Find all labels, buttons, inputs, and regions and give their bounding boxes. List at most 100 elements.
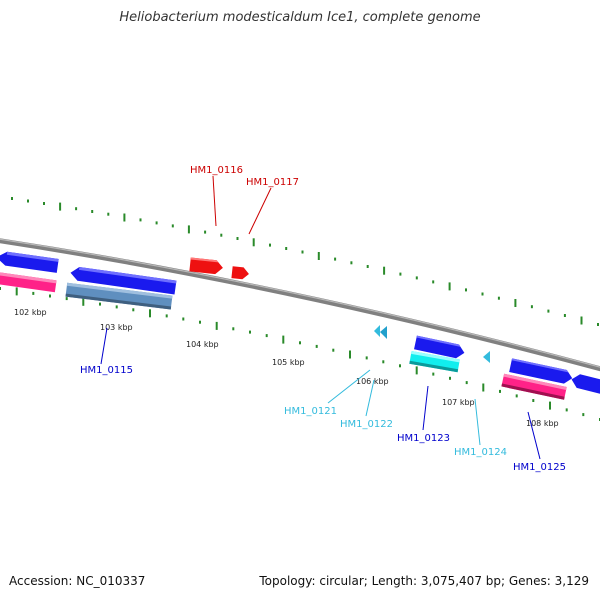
minor-tick-mark <box>165 314 168 318</box>
gene-hm1-0115[interactable] <box>65 282 173 310</box>
gene-label-hm1-0115[interactable]: HM1_0115 <box>80 365 133 376</box>
minor-tick-mark <box>65 297 68 301</box>
major-tick-mark <box>59 202 62 211</box>
minor-tick-mark <box>99 302 101 306</box>
kbp-labels: 102 kbp 103 kbp 104 kbp 105 kbp 106 kbp … <box>14 308 559 428</box>
gene-label-hm1-0125[interactable]: HM1_0125 <box>513 462 566 473</box>
minor-tick-mark <box>249 330 251 334</box>
minor-tick-mark <box>399 364 401 368</box>
minor-tick-mark <box>232 327 235 331</box>
gene-cyan-bar[interactable] <box>409 350 460 373</box>
genome-backbone <box>0 238 600 372</box>
kbp-label: 106 kbp <box>356 377 389 386</box>
minor-tick-mark <box>269 243 271 247</box>
major-tick-mark <box>383 266 386 275</box>
minor-tick-mark <box>182 317 185 321</box>
minor-tick-mark <box>365 356 368 360</box>
gene-pink-left[interactable] <box>0 271 57 293</box>
callout-lines <box>100 175 541 460</box>
minor-tick-mark <box>515 394 518 398</box>
gene-label-hm1-0124[interactable]: HM1_0124 <box>454 447 507 458</box>
gene-label-hm1-0121[interactable]: HM1_0121 <box>284 406 337 417</box>
gene-hm1-0115-arrow[interactable] <box>70 266 177 295</box>
minor-tick-mark <box>299 341 301 345</box>
minor-tick-mark <box>399 272 402 276</box>
minor-tick-mark <box>236 237 239 240</box>
major-tick-mark <box>448 282 451 291</box>
kbp-label: 108 kbp <box>526 419 559 428</box>
gene-label-hm1-0122[interactable]: HM1_0122 <box>340 419 393 430</box>
gene-label-hm1-0116[interactable]: HM1_0116 <box>190 165 243 176</box>
minor-tick-mark <box>220 233 223 237</box>
minor-tick-mark <box>301 250 304 254</box>
minor-tick-mark <box>465 381 468 385</box>
minor-tick-mark <box>139 218 142 222</box>
gene-label-hm1-0117[interactable]: HM1_0117 <box>246 177 299 188</box>
minor-tick-mark <box>415 276 418 280</box>
minor-tick-mark <box>32 291 35 295</box>
minor-tick-mark <box>11 197 13 200</box>
minor-tick-mark <box>107 212 110 216</box>
minor-tick-mark <box>132 308 135 312</box>
gene-hm1-0124[interactable] <box>483 351 490 363</box>
major-tick-mark <box>580 316 583 325</box>
gene-hm1-0123[interactable] <box>414 335 466 360</box>
minor-tick-mark <box>565 408 568 412</box>
major-tick-mark <box>82 297 85 306</box>
gene-hm1-0125-arrow[interactable] <box>509 358 574 385</box>
minor-tick-mark <box>465 288 467 292</box>
major-tick-mark <box>349 350 351 359</box>
minor-tick-mark <box>432 280 435 284</box>
gene-hm1-0121-0122-arrows[interactable] <box>374 325 387 339</box>
major-tick-mark <box>123 213 126 222</box>
gene-labels: HM1_0115 HM1_0116 HM1_0117 HM1_0121 HM1_… <box>80 165 566 473</box>
minor-tick-mark <box>155 221 158 225</box>
kbp-label: 104 kbp <box>186 340 219 349</box>
minor-tick-mark <box>582 413 585 417</box>
minor-tick-mark <box>530 305 533 309</box>
gene-blue-left[interactable] <box>0 250 59 273</box>
minor-tick-mark <box>265 334 268 338</box>
gene-blue-right[interactable] <box>570 373 600 396</box>
minor-tick-mark <box>499 389 501 393</box>
minor-tick-mark <box>563 314 566 317</box>
accession-text: Accession: NC_010337 <box>9 574 146 588</box>
minor-tick-mark <box>315 344 318 348</box>
minor-tick-mark <box>350 261 353 265</box>
minor-tick-mark <box>204 230 207 234</box>
major-tick-mark <box>252 238 255 247</box>
major-tick-mark <box>482 383 485 392</box>
minor-tick-mark <box>199 320 201 324</box>
gene-hm1-0117[interactable] <box>231 266 249 280</box>
major-tick-mark <box>187 225 190 234</box>
minor-tick-mark <box>532 399 535 402</box>
major-tick-mark <box>149 309 151 318</box>
major-tick-mark <box>317 252 320 260</box>
major-tick-mark <box>15 287 18 296</box>
minor-tick-mark <box>285 247 288 250</box>
minor-tick-mark <box>0 287 1 290</box>
minor-tick-mark <box>49 294 51 298</box>
kbp-label: 103 kbp <box>100 323 133 332</box>
major-tick-mark <box>415 366 418 375</box>
minor-tick-mark <box>547 309 550 313</box>
inner-tick-marks <box>0 287 600 421</box>
minor-tick-mark <box>497 296 500 300</box>
kbp-label: 102 kbp <box>14 308 47 317</box>
kbp-label: 107 kbp <box>442 398 475 407</box>
major-tick-mark <box>514 299 517 307</box>
minor-tick-mark <box>366 265 369 268</box>
minor-tick-mark <box>449 376 451 380</box>
gene-label-hm1-0123[interactable]: HM1_0123 <box>397 433 450 444</box>
kbp-label: 105 kbp <box>272 358 305 367</box>
minor-tick-mark <box>27 199 29 203</box>
minor-tick-mark <box>75 207 78 211</box>
minor-tick-mark <box>43 202 45 205</box>
gene-hm1-0116[interactable] <box>189 257 223 275</box>
genome-backbone-highlight <box>0 238 600 368</box>
major-tick-mark <box>282 335 285 344</box>
genome-title: Heliobacterium modesticaldum Ice1, compl… <box>119 10 481 25</box>
genome-summary-text: Topology: circular; Length: 3,075,407 bp… <box>259 574 589 588</box>
gene-pink-right[interactable] <box>501 373 567 400</box>
